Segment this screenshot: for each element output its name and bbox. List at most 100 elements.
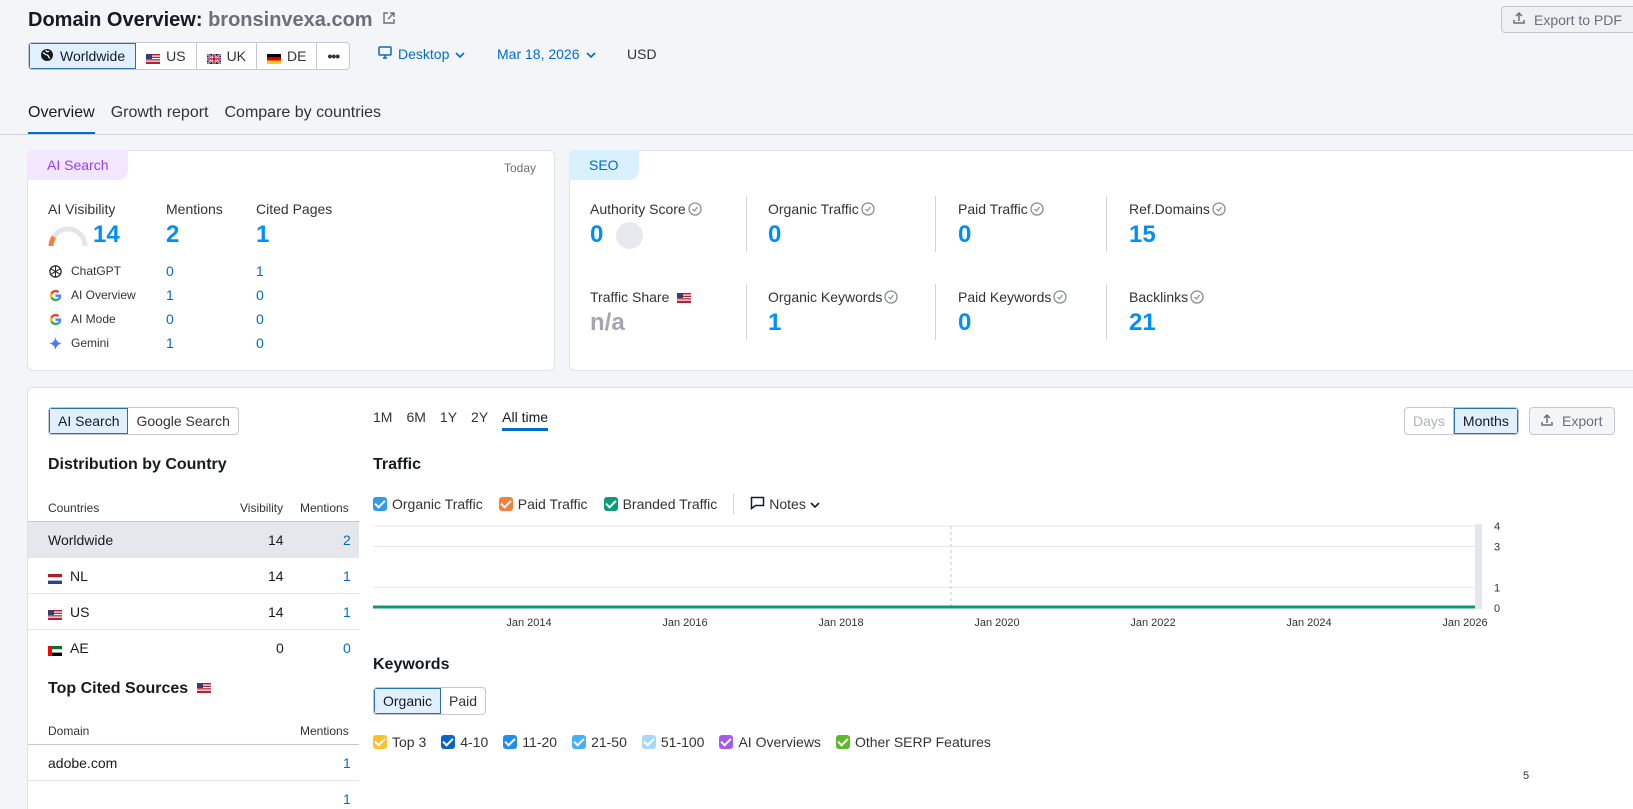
paid-traffic-label: Paid Traffic: [958, 201, 1044, 217]
source-row-gemini: Gemini 1 0: [48, 333, 308, 357]
cited-mentions[interactable]: 1: [343, 791, 351, 807]
device-dropdown[interactable]: Desktop: [378, 46, 465, 62]
organic-keywords-value[interactable]: 1: [768, 309, 782, 336]
ai-visibility-value[interactable]: 14: [93, 221, 120, 248]
legend-51-100[interactable]: 51-100: [641, 734, 704, 750]
organic-toggle[interactable]: Organic: [374, 688, 442, 714]
checkbox-icon: [373, 497, 387, 511]
paid-toggle[interactable]: Paid: [449, 693, 478, 709]
domain-name[interactable]: bronsinvexa.com: [208, 9, 373, 31]
info-icon[interactable]: [1212, 202, 1226, 216]
col-countries: Countries: [48, 501, 100, 515]
country-mentions[interactable]: 0: [343, 640, 351, 656]
source-cited[interactable]: 0: [256, 311, 264, 327]
legend-21-50[interactable]: 21-50: [572, 734, 627, 750]
source-mentions[interactable]: 1: [166, 287, 174, 303]
distribution-title: Distribution by Country: [48, 456, 227, 473]
paid-keywords-value[interactable]: 0: [958, 309, 972, 336]
db-us-button[interactable]: US: [136, 43, 197, 69]
range-1y[interactable]: 1Y: [439, 409, 458, 425]
external-link-icon[interactable]: [382, 8, 396, 24]
notes-dropdown[interactable]: Notes: [750, 496, 820, 513]
country-name: US: [70, 604, 90, 620]
cited-domain[interactable]: adobe.com: [48, 755, 118, 771]
organic-keywords-label: Organic Keywords: [768, 289, 899, 305]
x-tick-label: Jan 2018: [818, 617, 863, 629]
export-pdf-button[interactable]: Export to PDF: [1501, 6, 1633, 33]
chart-x-ticks: Jan 2014 Jan 2016 Jan 2018 Jan 2020 Jan 2022…: [506, 617, 1487, 629]
db-uk-button[interactable]: UK: [197, 43, 258, 69]
table-row[interactable]: 1: [28, 781, 359, 809]
y-tick-label: 3: [1494, 542, 1500, 554]
table-row[interactable]: NL 14 1: [28, 558, 359, 593]
legend-ai-overviews[interactable]: AI Overviews: [719, 734, 821, 750]
info-icon[interactable]: [1190, 290, 1204, 304]
range-1m[interactable]: 1M: [373, 409, 393, 425]
col-domain: Domain: [48, 724, 90, 738]
range-all-time[interactable]: All time: [502, 409, 549, 431]
col-visibility: Visibility: [240, 501, 284, 515]
db-worldwide-button[interactable]: Worldwide: [29, 43, 137, 69]
divider: [1106, 284, 1107, 340]
table-row[interactable]: US 14 1: [28, 594, 359, 629]
row-divider: [28, 557, 359, 558]
country-mentions[interactable]: 2: [343, 532, 351, 548]
range-2y[interactable]: 2Y: [471, 409, 489, 425]
de-flag-icon: [267, 51, 282, 64]
source-mentions[interactable]: 0: [166, 311, 174, 327]
legend-paid-traffic[interactable]: Paid Traffic: [498, 496, 588, 512]
range-6m[interactable]: 6M: [406, 409, 426, 425]
organic-traffic-value[interactable]: 0: [768, 221, 782, 248]
tab-overview[interactable]: Overview: [28, 104, 95, 135]
source-mentions[interactable]: 1: [166, 335, 174, 351]
info-icon[interactable]: [861, 202, 875, 216]
table-row[interactable]: Worldwide 14 2: [28, 522, 359, 557]
legend-organic-traffic[interactable]: Organic Traffic: [373, 496, 483, 512]
legend-other-serp-features[interactable]: Other SERP Features: [835, 734, 991, 750]
legend-11-20[interactable]: 11-20: [503, 734, 557, 750]
cited-sources-table: adobe.com 1 1: [28, 744, 359, 809]
months-toggle[interactable]: Months: [1453, 408, 1518, 434]
info-icon[interactable]: [688, 202, 702, 216]
tab-growth-report[interactable]: Growth report: [110, 104, 209, 121]
upload-icon: [1512, 11, 1526, 28]
source-cited[interactable]: 0: [256, 335, 264, 351]
authority-score-value[interactable]: 0: [590, 221, 604, 248]
seo-card: SEO Authority Score 0 Organic Traffic 0 …: [569, 150, 1633, 371]
legend-top-3[interactable]: Top 3: [373, 734, 426, 750]
tab-compare-by-countries[interactable]: Compare by countries: [224, 104, 382, 121]
info-icon[interactable]: [1053, 290, 1068, 304]
google-search-toggle[interactable]: Google Search: [136, 413, 230, 429]
info-icon[interactable]: [1030, 202, 1044, 216]
more-databases-button[interactable]: •••: [317, 43, 349, 69]
date-dropdown[interactable]: Mar 18, 2026: [497, 46, 596, 62]
legend-4-10[interactable]: 4-10: [441, 734, 488, 750]
db-label: UK: [226, 48, 247, 64]
legend-branded-traffic[interactable]: Branded Traffic: [603, 496, 717, 512]
country-mentions[interactable]: 1: [343, 568, 351, 584]
ref-domains-label: Ref.Domains: [1129, 201, 1226, 217]
info-icon[interactable]: [884, 290, 899, 304]
divider: [935, 284, 936, 340]
source-cited[interactable]: 1: [256, 263, 264, 279]
keywords-type-toggle: Organic Paid: [373, 687, 487, 715]
row-divider: [28, 780, 359, 781]
authority-score-ring: [616, 222, 643, 249]
ref-domains-value[interactable]: 15: [1129, 221, 1156, 248]
paid-traffic-value[interactable]: 0: [958, 221, 972, 248]
source-cited[interactable]: 0: [256, 287, 264, 303]
country-mentions[interactable]: 1: [343, 604, 351, 620]
source-mentions[interactable]: 0: [166, 263, 174, 279]
table-row[interactable]: adobe.com 1: [28, 745, 359, 780]
db-de-button[interactable]: DE: [257, 43, 318, 69]
days-toggle[interactable]: Days: [1405, 408, 1454, 434]
ai-search-toggle[interactable]: AI Search: [49, 408, 129, 434]
source-row-chatgpt: ChatGPT 0 1: [48, 261, 308, 285]
mentions-value[interactable]: 2: [166, 221, 180, 248]
backlinks-value[interactable]: 21: [1129, 309, 1156, 336]
cited-mentions[interactable]: 1: [343, 755, 351, 771]
export-button[interactable]: Export: [1529, 407, 1615, 435]
table-row[interactable]: AE 0 0: [28, 630, 359, 665]
cited-pages-value[interactable]: 1: [256, 221, 270, 248]
y-tick-label: 0: [1494, 603, 1500, 615]
